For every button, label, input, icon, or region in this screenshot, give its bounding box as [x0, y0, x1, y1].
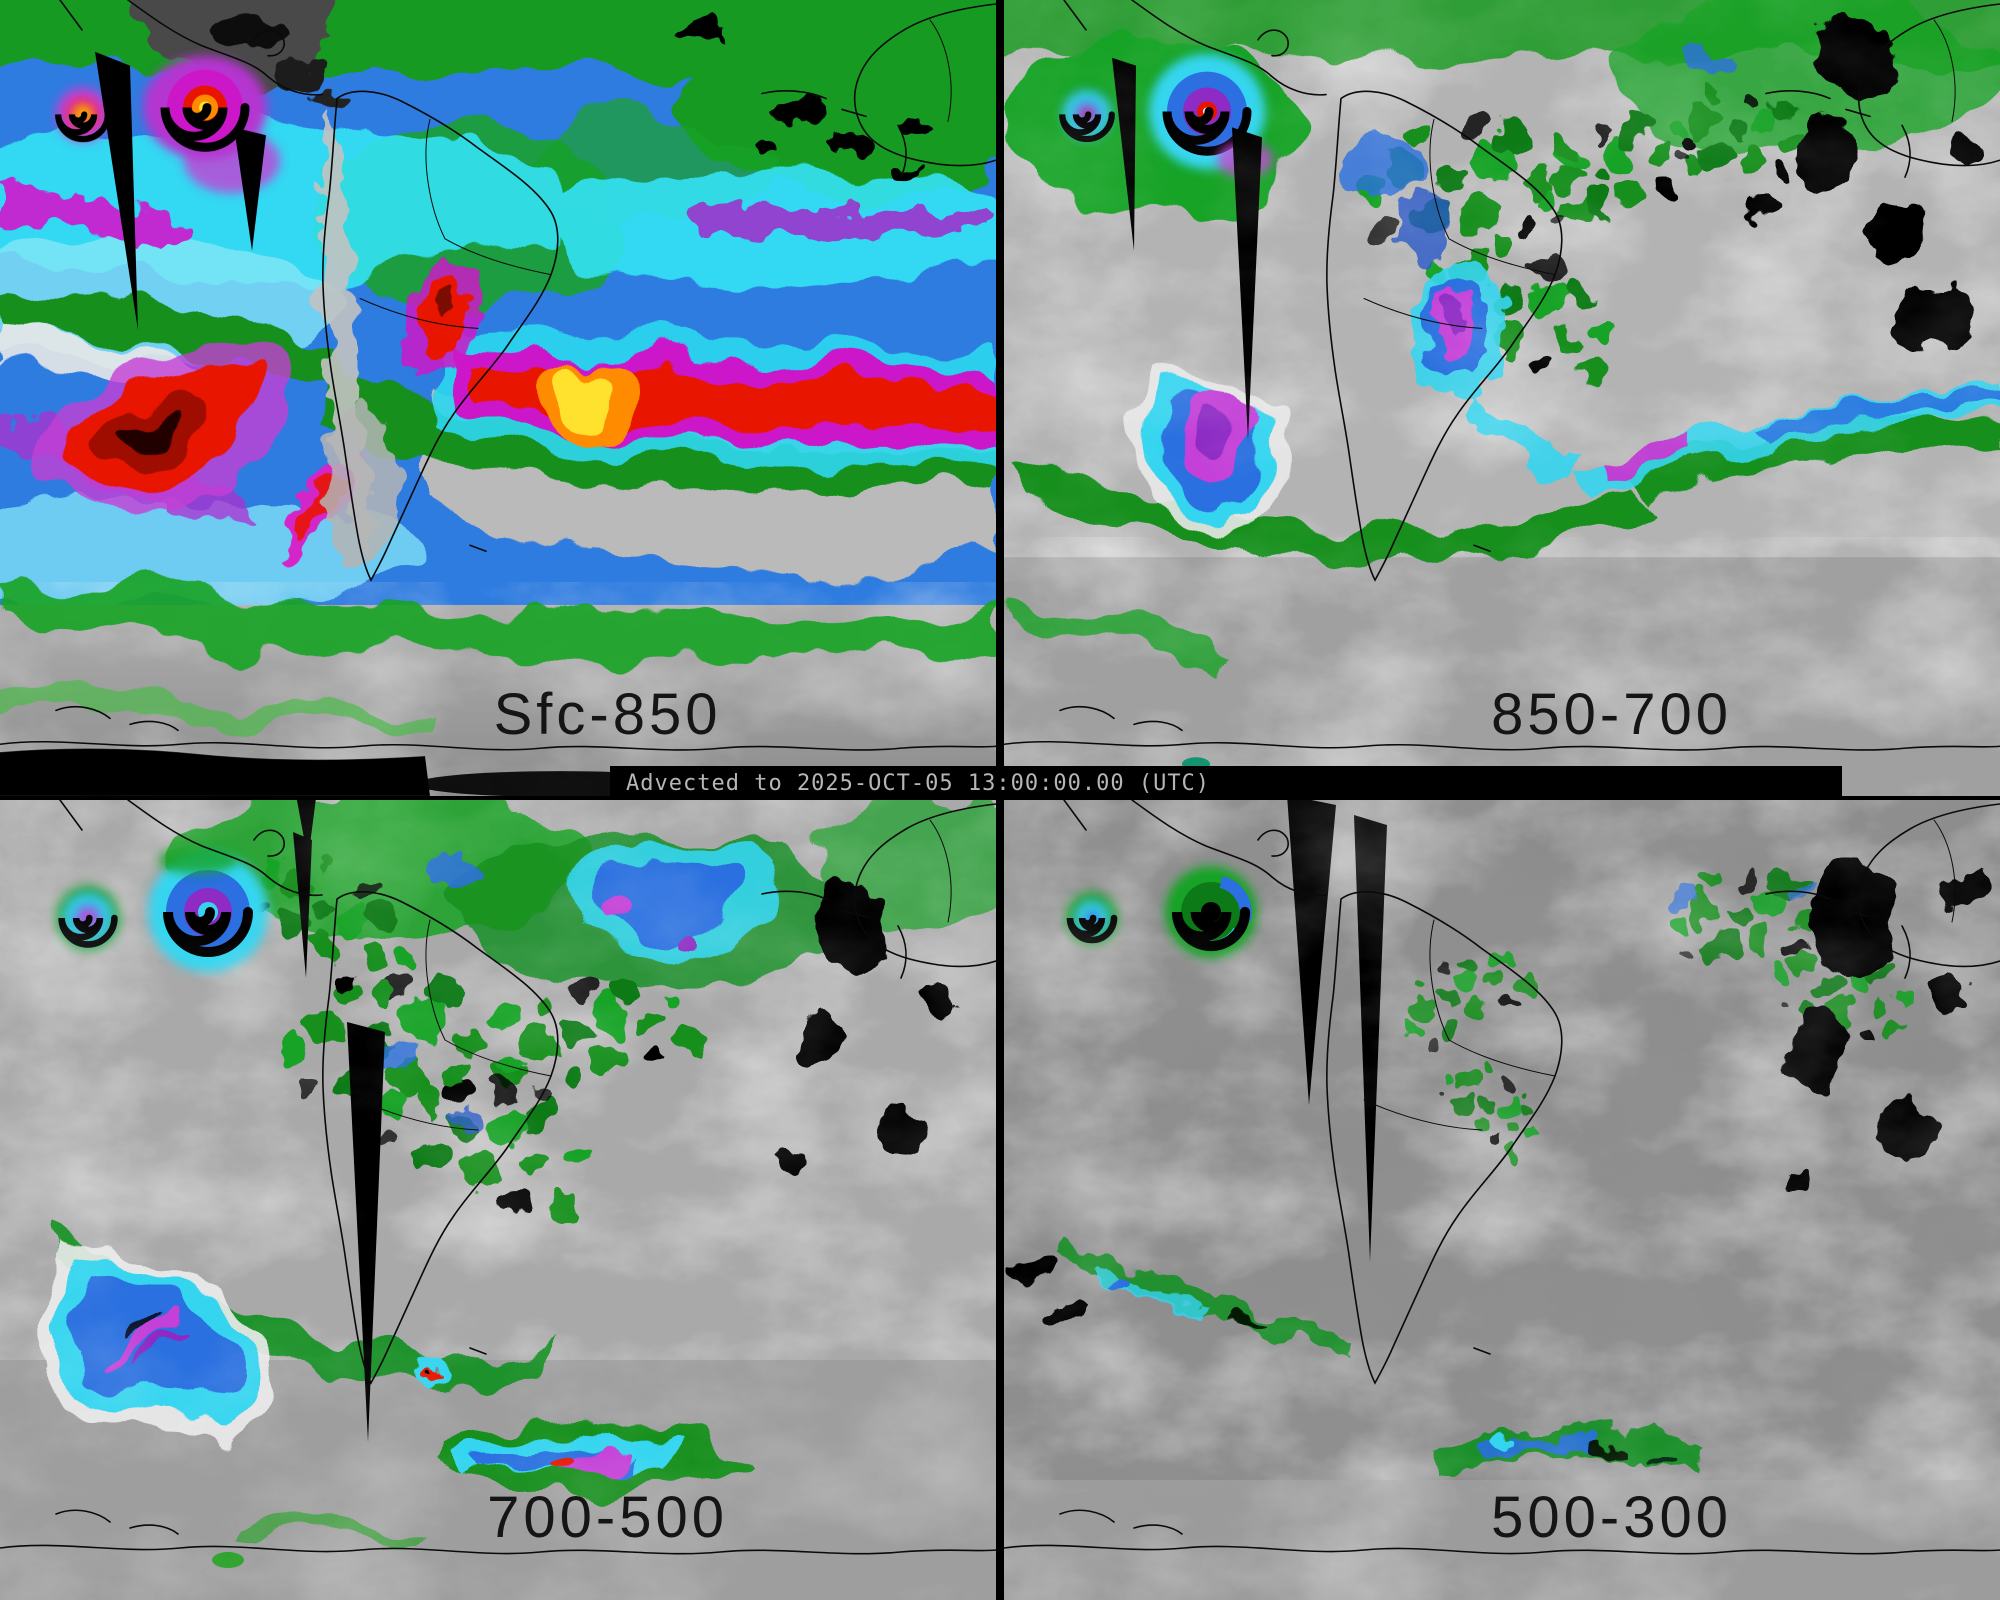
alpw-map-700-500 [0, 800, 996, 1600]
panel-label-850-700: 850-700 [1491, 681, 1732, 747]
advected-time-text: Advected to 2025-OCT-05 13:00:00.00 (UTC… [626, 770, 1211, 796]
panel-700-500: 700-500 [0, 800, 996, 1600]
panel-sfc-850: Sfc-850 [0, 0, 996, 796]
panel-label-500-300: 500-300 [1491, 1485, 1732, 1550]
panel-500-300: 500-300 [1004, 800, 2000, 1600]
alpw-map-500-300 [1004, 800, 2000, 1600]
panel-850-700: 850-700 [1004, 0, 2000, 796]
advected-time-banner: Advected to 2025-OCT-05 13:00:00.00 (UTC… [610, 766, 1842, 800]
panel-label-sfc-850: Sfc-850 [493, 681, 722, 747]
alpw-map-sfc-850 [0, 0, 996, 796]
panel-label-700-500: 700-500 [487, 1485, 728, 1550]
alpw-map-850-700 [1004, 0, 2000, 796]
